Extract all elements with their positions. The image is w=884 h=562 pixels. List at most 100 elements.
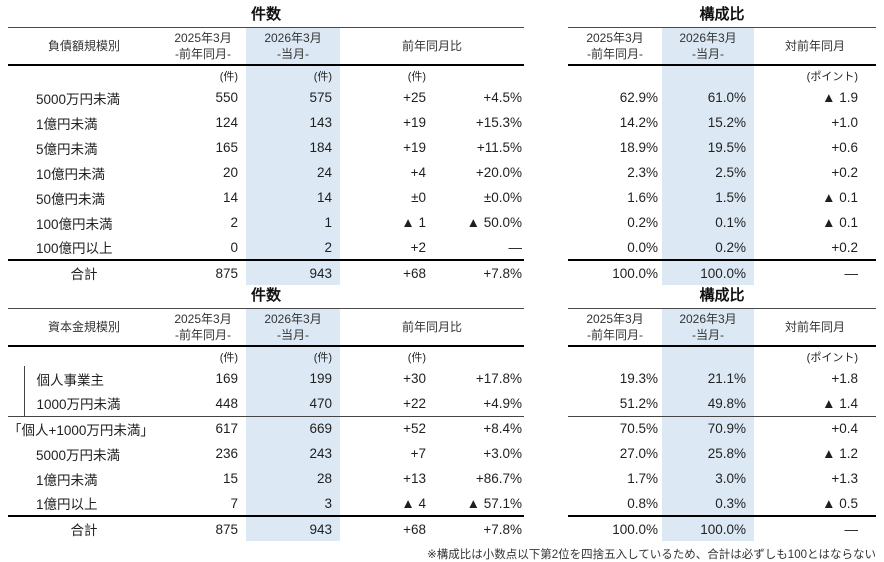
- table-row: 0.0% 0.2% +0.2: [568, 235, 876, 260]
- cell-prev-year: 20: [222, 165, 239, 180]
- row-label: 1億円以上: [36, 497, 98, 512]
- cell-current-month: 1: [246, 210, 341, 235]
- header-line1: 2026年3月: [679, 311, 737, 326]
- cell-current-month: 28: [246, 466, 341, 491]
- cell-prev-year: 7: [230, 495, 239, 511]
- table-row: 1000万円未満 448 470 +22 +4.9%: [8, 391, 525, 417]
- debt-ratio-body: 62.9% 61.0% ▲ 1.9 14.2% 15.2% +1.0 18.9% 19.5% +…: [568, 85, 876, 285]
- header-line1: 2025年3月: [174, 311, 232, 326]
- cell-current-month-ratio: 0.2%: [662, 235, 754, 260]
- cell-current-month-ratio: 19.5%: [662, 135, 754, 160]
- table-row: 27.0% 25.8% ▲ 1.2: [568, 441, 876, 466]
- cell-vs-prev-year-point: ▲ 0.1: [822, 215, 858, 230]
- cell-current-month-ratio: 61.0%: [662, 85, 754, 110]
- row-label: 5000万円未満: [36, 91, 121, 107]
- unit-label: (件): [219, 71, 239, 83]
- header-line2: -当月-: [692, 328, 724, 342]
- unit-label: (件): [246, 346, 341, 366]
- row-spacer: [8, 160, 24, 185]
- cell-prev-year-ratio: 0.2%: [627, 215, 658, 230]
- cell-prev-year: 0: [230, 239, 239, 255]
- row-spacer: [8, 110, 24, 135]
- cell-current-month-ratio: 25.8%: [662, 441, 754, 466]
- cell-yoy-diff: +2: [410, 239, 427, 255]
- total-row: 100.0% 100.0% —: [568, 259, 876, 285]
- table-row: 1.7% 3.0% +1.3: [568, 466, 876, 491]
- table-row: 5億円未満 165 184 +19 +11.5%: [8, 135, 524, 160]
- table-row: 1億円以上 7 3 ▲ 4 ▲ 57.1%: [8, 491, 524, 516]
- debt-section: 件数 負債額規模別 2025年3月 -前年同月- 2026年3月 -当月- 前年同月…: [8, 4, 876, 285]
- cell-prev-year-ratio: 27.0%: [619, 446, 658, 461]
- cell-prev-year-ratio: 51.2%: [568, 391, 662, 417]
- header-row: 2025年3月 -前年同月- 2026年3月 -当月- 対前年同月: [568, 27, 876, 66]
- cell-current-month: 143: [246, 110, 341, 135]
- table-row: 18.9% 19.5% +0.6: [568, 135, 876, 160]
- header-line1: 2025年3月: [586, 30, 644, 45]
- cell-current-month-ratio: 100.0%: [662, 259, 754, 285]
- cell-vs-prev-year-point: +1.8: [831, 371, 858, 386]
- cell-yoy-diff: +68: [340, 515, 431, 541]
- cell-yoy-diff: +7: [410, 446, 427, 461]
- cell-vs-prev-year-point: ▲ 1.9: [822, 90, 858, 105]
- cell-yoy-diff: +13: [403, 471, 427, 486]
- cell-prev-year-ratio: 1.7%: [627, 471, 658, 486]
- cell-vs-prev-year-point: +0.2: [831, 239, 858, 255]
- cell-vs-prev-year-point: ▲ 1.4: [754, 391, 876, 417]
- cell-prev-year: 165: [215, 140, 239, 155]
- header-line2: -前年同月-: [587, 47, 643, 61]
- unit-label: (件): [407, 71, 427, 83]
- debt-ratio-block: 構成比 2025年3月 -前年同月- 2026年3月 -当月- 対前年同月 (ポイン…: [568, 4, 876, 285]
- header-line2: -当月-: [277, 47, 310, 61]
- cell-yoy-diff: +4: [410, 165, 427, 180]
- row-label: 100億円以上: [36, 241, 113, 256]
- cell-prev-year-ratio: 18.9%: [619, 140, 658, 155]
- cell-yoy-pct: +20.0%: [475, 165, 523, 180]
- capital-section: 件数 資本金規模別 2025年3月 -前年同月- 2026年3月 -当月- 前年同月…: [8, 285, 876, 541]
- table-row: 5000万円未満 236 243 +7 +3.0%: [8, 441, 524, 466]
- cell-prev-year: 169: [215, 371, 239, 386]
- cell-current-month: 199: [246, 366, 341, 391]
- total-row: 合計 875 943 +68 +7.8%: [8, 259, 525, 285]
- cell-prev-year: 14: [222, 190, 239, 205]
- cell-yoy-diff: ▲ 1: [401, 215, 427, 230]
- cell-yoy-diff: ▲ 4: [401, 495, 427, 511]
- cell-vs-prev-year-point: +0.4: [831, 421, 858, 437]
- column-header-prev-year: 2025年3月 -前年同月-: [160, 27, 247, 66]
- header-row: 資本金規模別 2025年3月 -前年同月- 2026年3月 -当月- 前年同月比: [8, 308, 525, 347]
- table-row: 100億円以上 0 2 +2 —: [8, 235, 524, 260]
- cell-vs-prev-year-point: ▲ 1.2: [822, 446, 858, 461]
- table-row: 14.2% 15.2% +1.0: [568, 110, 876, 135]
- column-header-current-month: 2026年3月 -当月-: [662, 308, 754, 347]
- header-line1: 2026年3月: [679, 30, 737, 45]
- rounding-footnote: ※構成比は小数点以下第2位を四捨五入しているため、合計は必ずしも100とはならな…: [427, 549, 876, 561]
- cell-yoy-pct: +86.7%: [475, 471, 523, 486]
- unit-label: (ポイント): [806, 71, 858, 83]
- row-label: 「個人+1000万円未満」: [8, 422, 154, 438]
- cell-prev-year: 448: [160, 391, 247, 417]
- table-row: 62.9% 61.0% ▲ 1.9: [568, 85, 876, 110]
- cell-current-month: 14: [246, 185, 341, 210]
- units-row: (件) (件) (件): [8, 346, 524, 366]
- table-row: 50億円未満 14 14 ±0 ±0.0%: [8, 185, 524, 210]
- row-spacer: [8, 235, 24, 260]
- row-label: 5000万円未満: [36, 447, 121, 463]
- header-row: 2025年3月 -前年同月- 2026年3月 -当月- 対前年同月: [568, 308, 876, 347]
- unit-label: (件): [407, 352, 427, 364]
- units-row: (件) (件) (件): [8, 65, 524, 85]
- cell-vs-prev-year-point: —: [754, 515, 876, 541]
- row-label: 50億円未満: [36, 191, 106, 207]
- debt-ratio-table: 2025年3月 -前年同月- 2026年3月 -当月- 対前年同月 (ポイント) 6…: [568, 27, 876, 285]
- capital-count-block: 件数 資本金規模別 2025年3月 -前年同月- 2026年3月 -当月- 前年同月…: [8, 285, 525, 541]
- cell-yoy-pct: ±0.0%: [483, 190, 523, 205]
- cell-current-month-ratio: 2.5%: [662, 160, 754, 185]
- table-row: 1億円未満 15 28 +13 +86.7%: [8, 466, 524, 491]
- cell-prev-year-ratio: 0.0%: [627, 239, 658, 255]
- header-row: 負債額規模別 2025年3月 -前年同月- 2026年3月 -当月- 前年同月比: [8, 27, 525, 66]
- table-title-ratio: 構成比: [699, 287, 745, 304]
- cell-vs-prev-year-point: +0.6: [831, 140, 858, 155]
- cell-yoy-diff: +52: [403, 421, 427, 437]
- header-line2: -前年同月-: [175, 328, 232, 342]
- row-label: 個人事業主: [36, 372, 105, 388]
- capital-count-table: 資本金規模別 2025年3月 -前年同月- 2026年3月 -当月- 前年同月比 (…: [8, 308, 525, 541]
- cell-current-month-ratio: 0.1%: [662, 210, 754, 235]
